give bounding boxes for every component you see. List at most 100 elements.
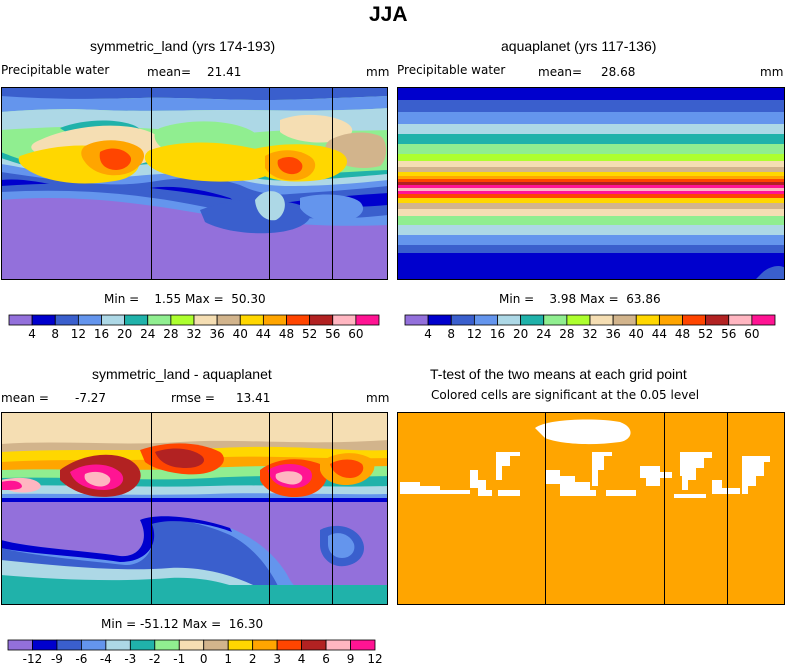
colorbar-tick-label: 20 [117, 327, 132, 341]
colorbar-swatch [450, 314, 475, 326]
panel-c-units: mm [366, 391, 390, 405]
colorbar-swatch [301, 639, 327, 651]
colorbar-tick-label: 1 [224, 652, 232, 664]
panel-c-min-max: Min = -51.12 Max = 16.30 [101, 617, 264, 631]
colorbar-tick-label: 24 [140, 327, 155, 341]
colorbar-tick-label: -1 [173, 652, 185, 664]
colorbar-tick-label: 24 [536, 327, 551, 341]
panel-a-map [1, 87, 388, 280]
panel-b-title: aquaplanet (yrs 117-136) [501, 38, 657, 54]
colorbar-swatch [612, 314, 637, 326]
colorbar-swatch [216, 314, 241, 326]
colorbar-tick-label: -4 [100, 652, 112, 664]
colorbar-swatch [635, 314, 660, 326]
colorbar-tick-label: 12 [367, 652, 382, 664]
panel-b-map [397, 87, 785, 280]
panel-c-rmse-value: 13.41 [236, 391, 271, 405]
panel-b-variable-label: Precipitable water [397, 63, 506, 77]
colorbar-tick-label: 48 [675, 327, 690, 341]
colorbar-swatch [589, 314, 614, 326]
colorbar-swatch [77, 314, 102, 326]
colorbar-swatch [728, 314, 753, 326]
colorbar-tick-label: -6 [75, 652, 87, 664]
colorbar-tick-label: 36 [209, 327, 224, 341]
panel-b-min-max: Min = 3.98 Max = 63.86 [499, 292, 661, 306]
colorbar-swatch [227, 639, 254, 651]
colorbar-tick-label: 4 [424, 327, 432, 341]
colorbar-a: 4 8 12 16 20 24 28 32 36 40 44 48 52 56 60 [8, 314, 380, 341]
colorbar-tick-label: 4 [28, 327, 36, 341]
colorbar-c: -12 -9 -6 -4 -3 -2 -1 0 1 2 3 4 6 9 12 [7, 639, 383, 664]
colorbar-tick-label: 52 [698, 327, 713, 341]
panel-c-title: symmetric_land - aquaplanet [92, 366, 272, 382]
colorbar-tick-label: 3 [273, 652, 281, 664]
panel-a-min-max: Min = 1.55 Max = 50.30 [104, 292, 266, 306]
colorbar-tick-label: 32 [186, 327, 201, 341]
figure-title: JJA [369, 3, 408, 26]
colorbar-swatch [124, 314, 149, 326]
colorbar-tick-label: 40 [233, 327, 248, 341]
colorbar-swatch [178, 639, 205, 651]
panel-d-map [397, 412, 785, 605]
colorbar-tick-label: 40 [629, 327, 644, 341]
colorbar-tick-label: -2 [149, 652, 161, 664]
panel-b-units: mm [760, 65, 784, 79]
colorbar-tick-label: 9 [347, 652, 355, 664]
panel-a-units: mm [366, 65, 390, 79]
colorbar-tick-label: 48 [279, 327, 294, 341]
colorbar-swatch [56, 639, 82, 651]
colorbar-tick-label: 36 [605, 327, 620, 341]
colorbar-swatch [170, 314, 195, 326]
colorbar-tick-label: 60 [744, 327, 759, 341]
colorbar-swatch [8, 314, 33, 326]
colorbar-swatch [129, 639, 156, 651]
colorbar-swatch [520, 314, 545, 326]
colorbar-swatch [81, 639, 107, 651]
panel-c-mean-value: -7.27 [75, 391, 107, 405]
colorbar-swatch [566, 314, 591, 326]
colorbar-tick-label: 2 [249, 652, 257, 664]
colorbar-swatch [147, 314, 172, 326]
colorbar-swatch [682, 314, 707, 326]
panel-a-variable-label: Precipitable water [1, 63, 110, 77]
panel-d-title: T-test of the two means at each grid poi… [430, 366, 687, 382]
colorbar-swatch [101, 314, 126, 326]
colorbar-swatch [473, 314, 498, 326]
colorbar-swatch [309, 314, 334, 326]
colorbar-tick-label: 44 [256, 327, 271, 341]
colorbar-tick-label: 0 [200, 652, 208, 664]
colorbar-swatch [276, 639, 302, 651]
colorbar-tick-label: 4 [298, 652, 306, 664]
panel-c-map [1, 412, 388, 605]
colorbar-swatch [404, 314, 429, 326]
colorbar-swatch [154, 639, 180, 651]
panel-a-title: symmetric_land (yrs 174-193) [90, 38, 276, 54]
colorbar-swatch [262, 314, 287, 326]
colorbar-swatch [32, 639, 58, 651]
colorbar-tick-label: -3 [124, 652, 136, 664]
colorbar-tick-label: 8 [51, 327, 59, 341]
colorbar-tick-label: 8 [447, 327, 455, 341]
colorbar-tick-label: 12 [71, 327, 86, 341]
colorbar-swatch [54, 314, 79, 326]
colorbar-swatch [7, 639, 33, 651]
colorbar-tick-label: 56 [325, 327, 340, 341]
colorbar-tick-label: 60 [348, 327, 363, 341]
colorbar-swatch [751, 314, 776, 326]
colorbar-swatch [325, 639, 351, 651]
colorbar-tick-label: 16 [94, 327, 109, 341]
panel-b-mean-value: 28.68 [601, 65, 636, 79]
colorbar-swatch [355, 314, 380, 326]
panel-a-mean-label: mean= [147, 65, 192, 79]
colorbar-swatch [252, 639, 278, 651]
colorbar-swatch [105, 639, 131, 651]
panel-a-mean-value: 21.41 [207, 65, 242, 79]
colorbar-tick-label: -12 [23, 652, 43, 664]
colorbar-swatch [705, 314, 730, 326]
colorbar-tick-label: 12 [467, 327, 482, 341]
panel-c-rmse-label: rmse = [171, 391, 215, 405]
colorbar-tick-label: 6 [322, 652, 330, 664]
panel-d-subtitle: Colored cells are significant at the 0.0… [431, 388, 700, 402]
colorbar-tick-label: 32 [582, 327, 597, 341]
